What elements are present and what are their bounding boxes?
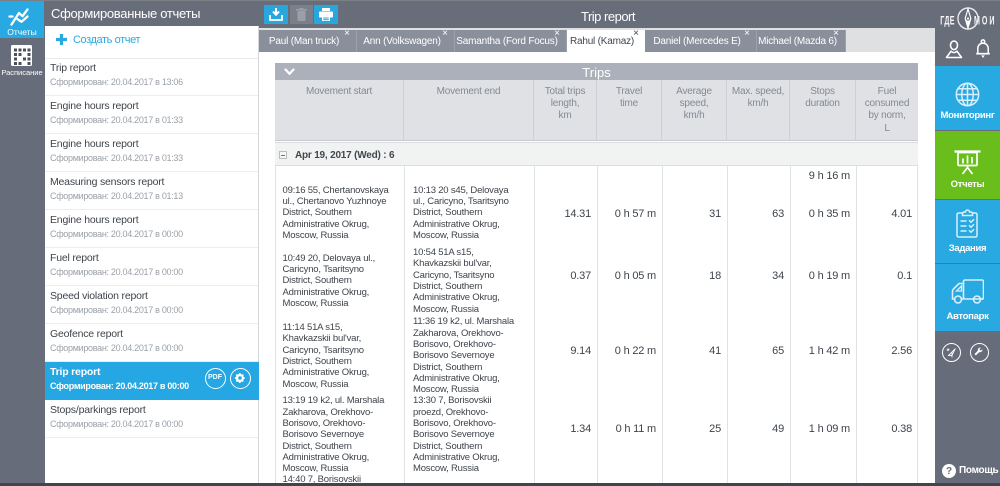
svg-text:ГДЕ: ГДЕ xyxy=(940,15,954,28)
svg-text:МОИ: МОИ xyxy=(974,15,995,28)
